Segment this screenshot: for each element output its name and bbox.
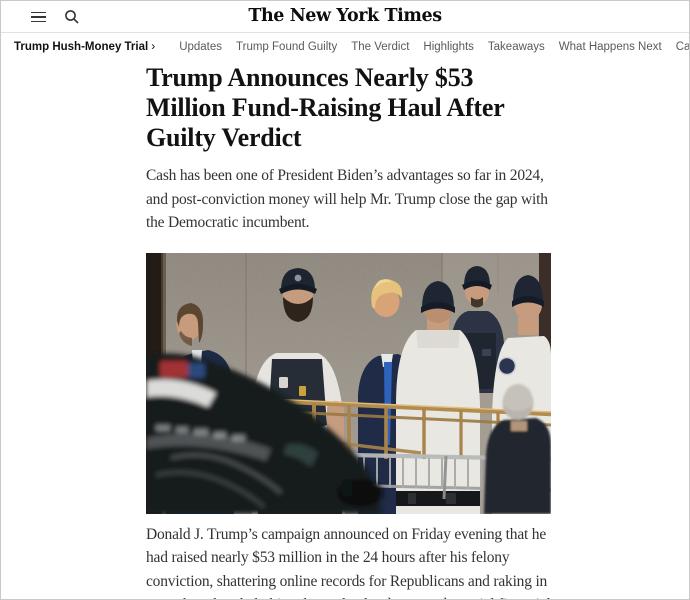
- article-headline: Trump Announces Nearly $53 Million Fund-…: [146, 63, 556, 153]
- chevron-right-icon: ›: [151, 38, 156, 53]
- hamburger-menu-icon[interactable]: [31, 11, 46, 23]
- police-vehicle: [146, 352, 383, 514]
- nav-item-the-verdict[interactable]: The Verdict: [351, 40, 410, 53]
- search-icon[interactable]: [64, 9, 80, 25]
- article-body-paragraph: Donald J. Trump’s campaign announced on …: [146, 525, 551, 600]
- nav-item-what-happens-next[interactable]: What Happens Next: [558, 40, 662, 53]
- headline-line: Guilty Verdict: [146, 123, 302, 152]
- nav-item-can-he-still-run[interactable]: Can He Still Run for President?: [675, 40, 690, 53]
- headline-line: Million Fund-Raising Haul After: [146, 93, 505, 122]
- nav-item-takeaways[interactable]: Takeaways: [487, 40, 545, 53]
- nyt-logo[interactable]: The New York Times: [248, 6, 442, 26]
- nav-item-highlights[interactable]: Highlights: [423, 40, 474, 53]
- article-lead-photo: [146, 252, 551, 514]
- nav-item-trump-found-guilty[interactable]: Trump Found Guilty: [236, 40, 338, 53]
- headline-line: Trump Announces Nearly $53: [146, 63, 474, 92]
- trial-section-nav: Trump Hush-Money Trial › Updates Trump F…: [1, 34, 689, 59]
- article-main: Trump Announces Nearly $53 Million Fund-…: [146, 59, 556, 600]
- nav-section-title[interactable]: Trump Hush-Money Trial ›: [14, 38, 156, 54]
- top-header-bar: The New York Times: [1, 1, 689, 33]
- gray-haired-man-figure: [484, 383, 551, 514]
- courthouse-photo-illustration: [146, 252, 551, 514]
- nav-section-title-label: Trump Hush-Money Trial: [14, 40, 149, 53]
- nav-item-updates[interactable]: Updates: [179, 40, 223, 53]
- article-summary: Cash has been one of President Biden’s a…: [146, 167, 548, 231]
